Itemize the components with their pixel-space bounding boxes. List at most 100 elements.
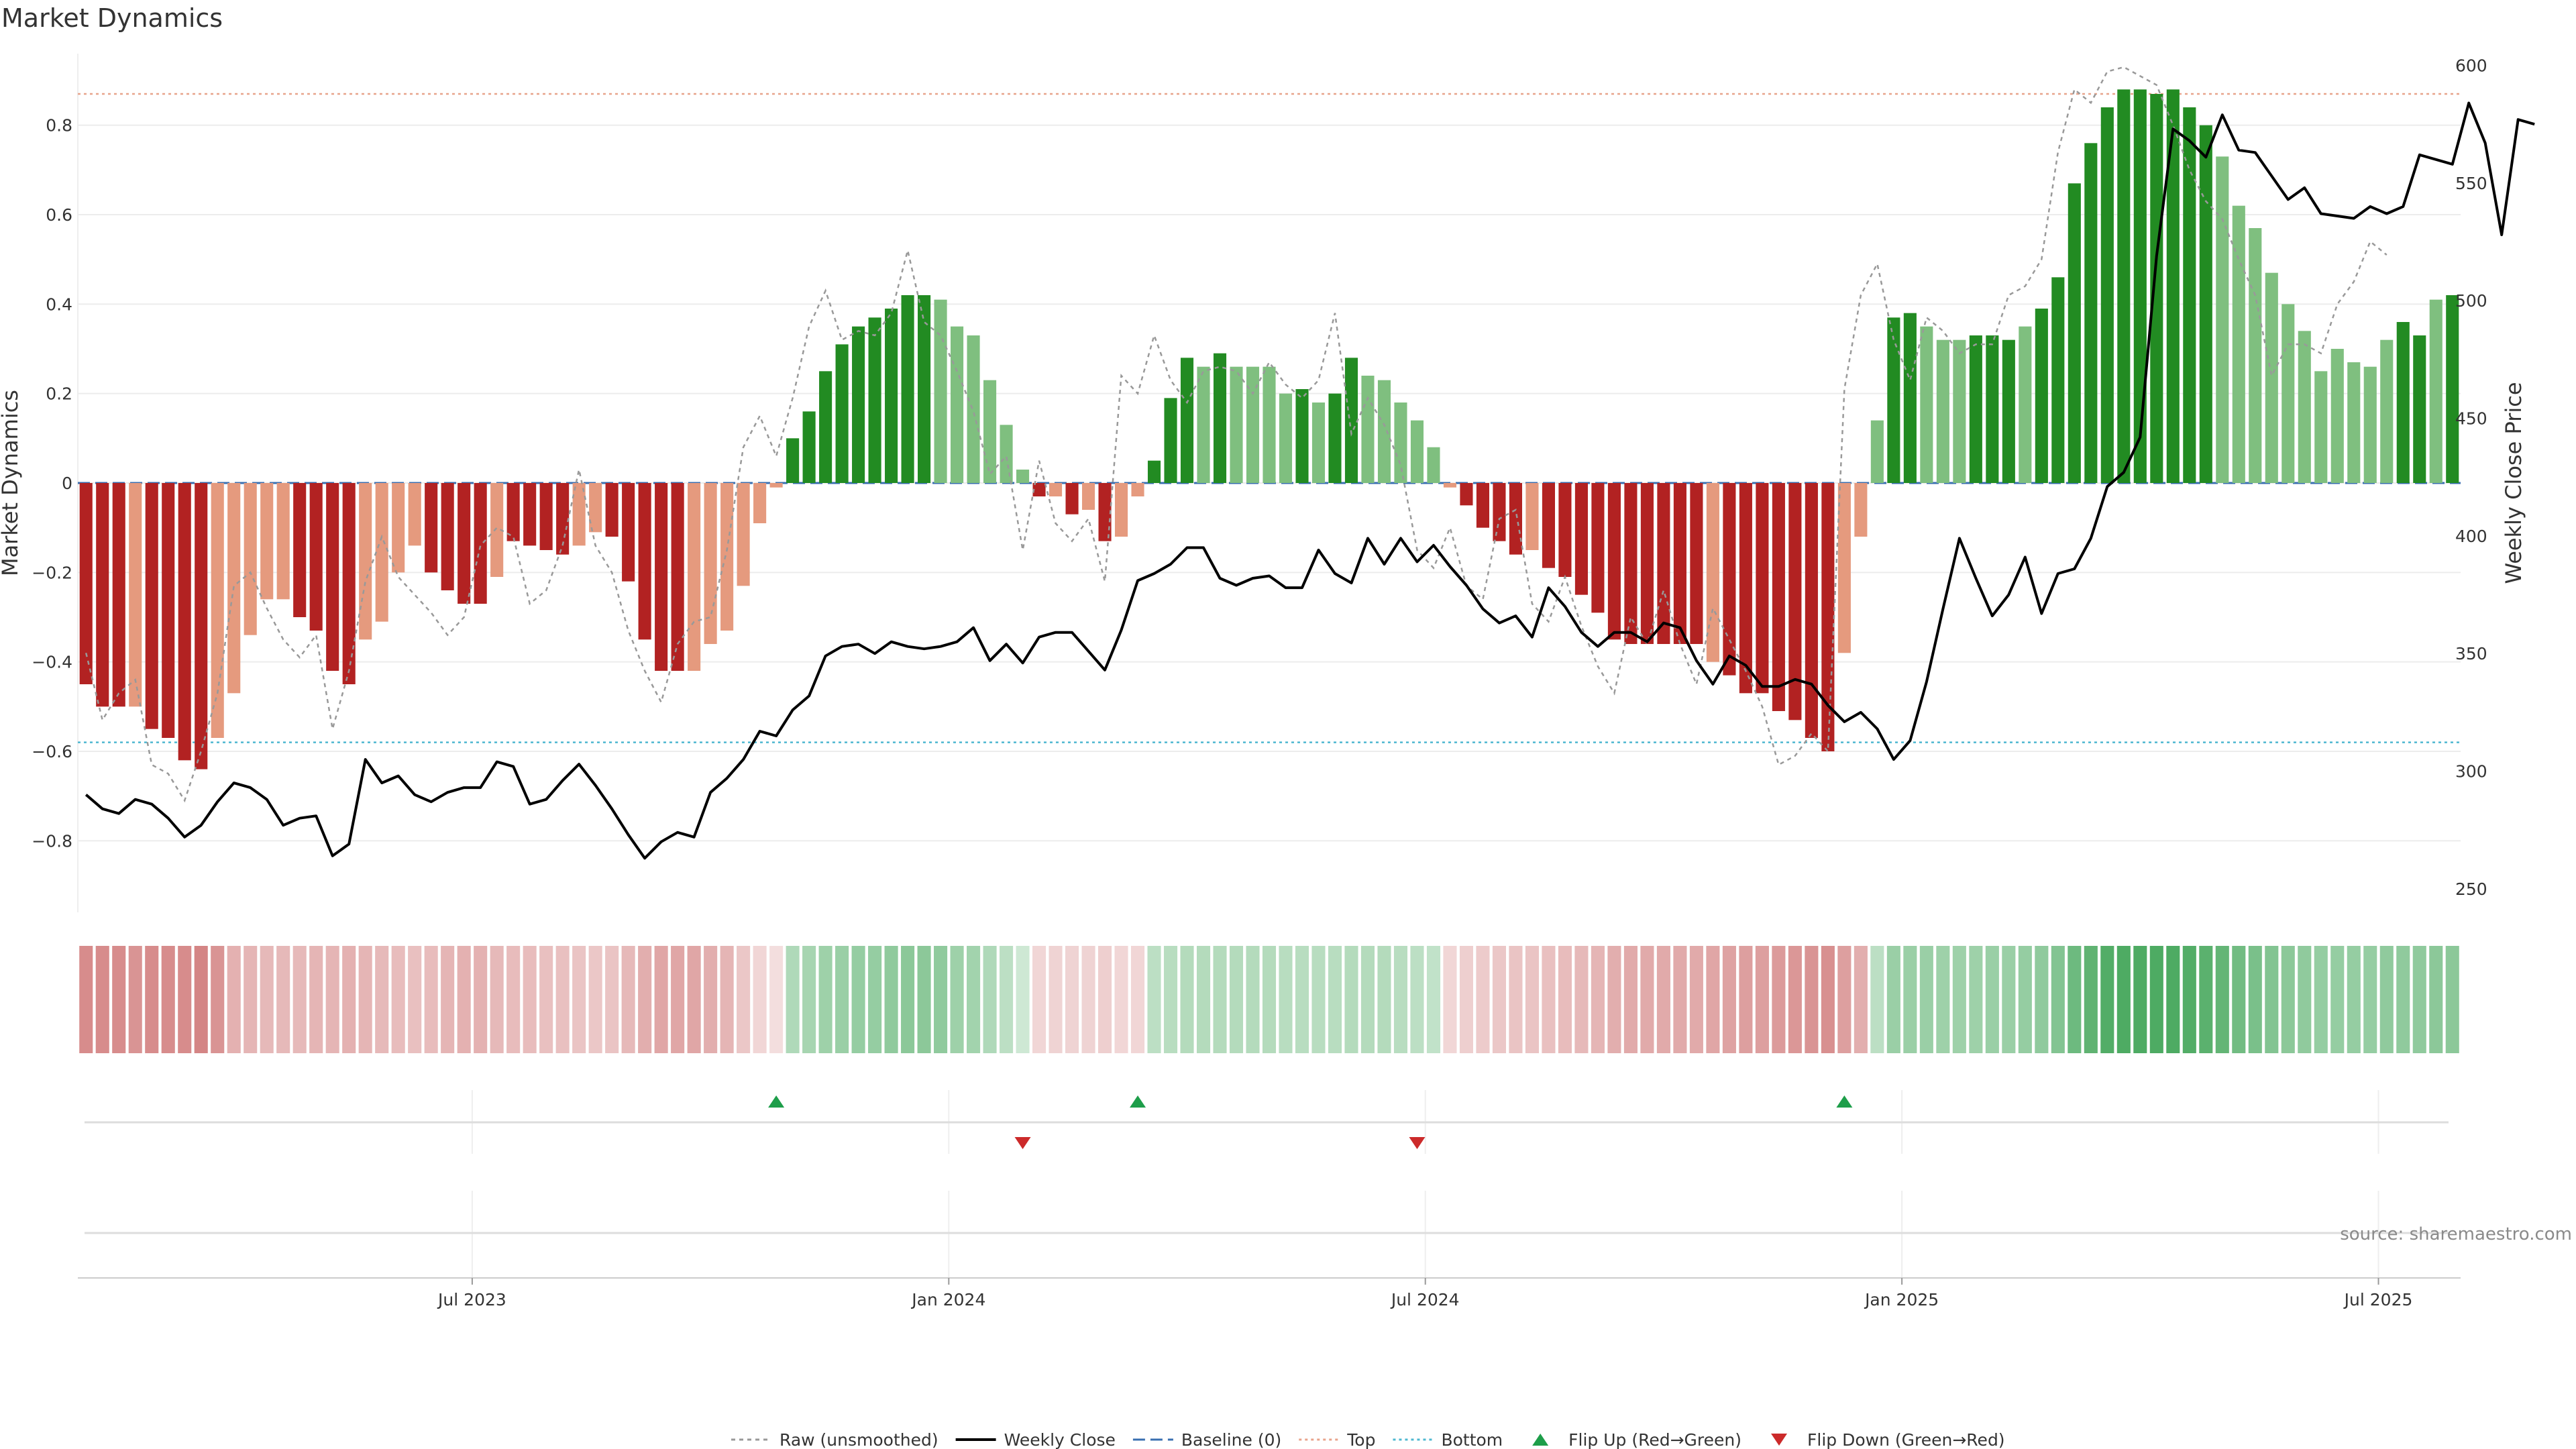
market-dynamics-bar <box>1574 483 1588 595</box>
strength-strip-cell <box>638 946 652 1053</box>
strength-strip-cell <box>769 946 784 1053</box>
strength-strip-cell <box>292 946 307 1053</box>
market-dynamics-bar <box>326 483 339 671</box>
strength-strip-cell <box>1574 946 1589 1053</box>
strength-strip-cell <box>2429 946 2443 1053</box>
strength-strip-cell <box>539 946 553 1053</box>
market-dynamics-bar <box>1114 483 1128 537</box>
strength-strip-cell <box>2298 946 2312 1053</box>
strength-strip-cell <box>2035 946 2049 1053</box>
source-note: source: sharemaestro.com <box>2340 1224 2572 1244</box>
market-dynamics-bar <box>1706 483 1719 662</box>
market-dynamics-bar <box>1493 483 1506 541</box>
strength-strip-cell <box>2248 946 2262 1053</box>
market-dynamics-bar <box>556 483 570 555</box>
y-left-tick-label: 0.6 <box>46 205 72 225</box>
market-dynamics-bar <box>112 483 125 707</box>
strength-strip-cell <box>2363 946 2377 1053</box>
legend-label: Weekly Close <box>1004 1430 1116 1449</box>
market-dynamics-bar <box>1821 483 1835 751</box>
y-right-tick-label: 500 <box>2455 291 2487 311</box>
market-dynamics-bar <box>1772 483 1785 711</box>
strength-strip-cell <box>720 946 734 1053</box>
market-dynamics-bar <box>1180 358 1194 483</box>
strength-strip-cell <box>424 946 438 1053</box>
strength-strip-cell <box>555 946 570 1053</box>
strength-strip-cell <box>967 946 981 1053</box>
market-dynamics-bar <box>490 483 504 577</box>
market-dynamics-bar <box>1887 317 1900 483</box>
strength-strip-cell <box>2084 946 2098 1053</box>
market-dynamics-bar <box>211 483 224 738</box>
strength-strip-cell <box>2215 946 2229 1053</box>
y-left-tick-label: 0.4 <box>46 294 72 314</box>
strength-strip-cell <box>917 946 931 1053</box>
strength-strip-cell <box>391 946 405 1053</box>
strength-strip-cell <box>2281 946 2295 1053</box>
market-dynamics-bar <box>2380 339 2394 483</box>
y-left-tick-label: 0 <box>62 474 72 493</box>
strength-strip-cell <box>901 946 915 1053</box>
x-tick-label: Jul 2025 <box>2343 1290 2413 1309</box>
strength-strip-cell <box>2379 946 2394 1053</box>
legend-label: Baseline (0) <box>1181 1430 1281 1449</box>
strength-strip-cell <box>884 946 898 1053</box>
market-dynamics-bar <box>918 295 931 483</box>
market-dynamics-bar <box>2347 362 2361 483</box>
flip-markers-panel <box>85 1090 2449 1278</box>
market-dynamics-bar <box>1969 335 1982 483</box>
strength-strip-cell <box>1311 946 1326 1053</box>
y-axis-right: 250 300 350 400 450 500 550 600 <box>2455 56 2487 899</box>
market-dynamics-bar <box>1131 483 1144 496</box>
strength-strip-cell <box>1459 946 1474 1053</box>
strength-strip-cell <box>605 946 619 1053</box>
y-left-tick-label: −0.8 <box>32 831 72 851</box>
market-dynamics-bar <box>1230 366 1243 483</box>
market-dynamics-bar <box>1394 402 1407 483</box>
market-dynamics-bar <box>79 483 93 684</box>
market-dynamics-bar <box>983 380 997 483</box>
market-dynamics-bar <box>244 483 257 635</box>
strength-strip-cell <box>1016 946 1030 1053</box>
market-dynamics-bar <box>1098 483 1112 541</box>
market-dynamics-bar <box>1509 483 1523 555</box>
market-dynamics-bar <box>1344 358 1358 483</box>
legend-label: Raw (unsmoothed) <box>780 1430 938 1449</box>
legend-label: Bottom <box>1441 1430 1503 1449</box>
strength-strip-cell <box>1919 946 1933 1053</box>
strength-strip-cell <box>211 946 225 1053</box>
strength-strip-cell <box>934 946 948 1053</box>
strength-strip-cell <box>588 946 602 1053</box>
market-dynamics-bar <box>1164 398 1177 483</box>
market-dynamics-bar <box>1410 420 1424 483</box>
market-dynamics-bar <box>1081 483 1095 510</box>
strength-strip-cell <box>1623 946 1638 1053</box>
market-dynamics-bar <box>2084 143 2098 484</box>
strength-strip-cell <box>851 946 865 1053</box>
strength-strip-cell <box>1640 946 1654 1053</box>
strength-strip-cell <box>1886 946 1900 1053</box>
flip-up-marker <box>1836 1095 1853 1108</box>
flip-up-marker <box>1130 1095 1146 1108</box>
market-dynamics-bar <box>1558 483 1572 577</box>
market-dynamics-bar <box>1065 483 1079 515</box>
strength-strip-cell <box>1262 946 1277 1053</box>
market-dynamics-bar <box>1263 366 1276 483</box>
strength-strip-cell <box>145 946 159 1053</box>
y-axis-left-label: Market Dynamics <box>0 390 23 576</box>
y-right-tick-label: 400 <box>2455 527 2487 546</box>
strength-strip-cell <box>1393 946 1408 1053</box>
strength-strip-cell <box>1706 946 1720 1053</box>
x-axis: Jul 2023 Jan 2024 Jul 2024 Jan 2025 Jul 2025 <box>78 1277 2461 1309</box>
strength-strip-cell <box>1985 946 1999 1053</box>
market-dynamics-bar <box>145 483 158 729</box>
market-dynamics-bar <box>951 326 964 483</box>
strength-strip-cell <box>704 946 718 1053</box>
market-dynamics-bar <box>425 483 438 573</box>
market-dynamics-bar <box>1377 380 1391 483</box>
strength-strip-cell <box>2133 946 2147 1053</box>
strength-strip-cell <box>309 946 323 1053</box>
market-dynamics-bar <box>2446 295 2459 483</box>
market-dynamics-bar <box>769 483 783 488</box>
market-dynamics-bar <box>572 483 586 546</box>
